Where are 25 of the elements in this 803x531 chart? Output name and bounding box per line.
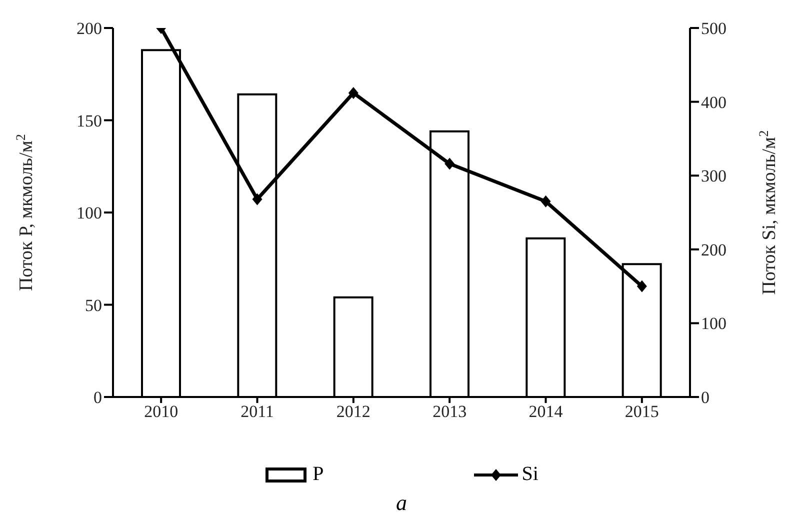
point <box>348 86 358 99</box>
y-tick-label: 100 <box>76 204 102 223</box>
text: а <box>395 490 408 516</box>
x-tick-label: 2012 <box>336 402 370 422</box>
y-tick-label: 200 <box>76 19 102 38</box>
x-tick-label: 2015 <box>624 402 659 422</box>
y-tick-label: 0 <box>94 388 102 408</box>
legend-label: P <box>312 463 324 486</box>
point <box>636 280 647 292</box>
x-tick-label: 2010 <box>144 402 178 422</box>
x-tick-label: 2011 <box>240 402 274 422</box>
y2-tick-label: 400 <box>701 92 726 112</box>
y2-tick-label: 0 <box>701 388 710 408</box>
point <box>540 195 551 208</box>
y2-tick-label: 500 <box>701 19 726 38</box>
point <box>252 193 262 206</box>
point <box>444 158 455 170</box>
y2-tick-label: 200 <box>701 240 726 260</box>
y2-tick-label: 300 <box>701 166 726 186</box>
y2-tick-label: 100 <box>701 314 726 334</box>
x-tick-label: 2014 <box>528 402 564 422</box>
legend-label: Si <box>522 463 538 486</box>
y-tick-label: 50 <box>85 296 102 315</box>
x-tick-label: 2013 <box>432 402 467 422</box>
y-tick-label: 150 <box>76 111 102 130</box>
